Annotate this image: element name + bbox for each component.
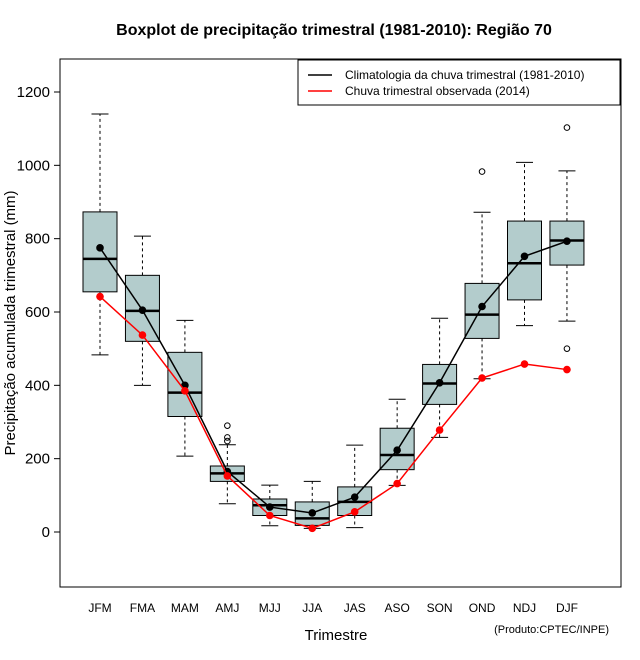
box-aso	[379, 398, 415, 486]
series-point-observed	[350, 508, 359, 516]
series-point-observed	[138, 331, 147, 339]
series-point-climatology	[138, 306, 147, 314]
series-point-observed	[520, 360, 529, 368]
outlier-point	[224, 434, 231, 441]
series-point-climatology	[96, 244, 104, 252]
x-tick-label: ASO	[384, 601, 409, 615]
x-axis-label: Trimestre	[305, 627, 368, 644]
series-line-climatology	[99, 240, 568, 514]
x-tick-label: SON	[427, 601, 453, 615]
y-axis-label: Precipitação acumulada trimestral (mm)	[2, 190, 19, 455]
y-tick-label: 600	[25, 304, 50, 321]
legend-label-observed: Chuva trimestral observada (2014)	[345, 84, 530, 98]
box-ndj	[507, 161, 542, 327]
box-son	[422, 317, 458, 438]
box-iqr	[82, 211, 118, 293]
boxplots	[82, 113, 585, 529]
x-tick-label: JFM	[88, 601, 111, 615]
y-tick-label: 400	[25, 377, 50, 394]
box-iqr	[507, 220, 542, 301]
box-jja	[294, 480, 330, 529]
series-point-climatology	[478, 302, 486, 311]
x-tick-label: FMA	[130, 601, 155, 615]
x-tick-label: AMJ	[215, 601, 239, 615]
x-tick-label: DJF	[556, 601, 578, 615]
series-point-observed	[266, 511, 274, 520]
x-tick-label: OND	[469, 601, 496, 615]
y-tick-label: 800	[25, 231, 50, 248]
series-point-climatology	[393, 446, 401, 455]
box-amj	[209, 422, 245, 505]
series-point-observed	[96, 292, 104, 301]
series-lines	[96, 237, 571, 533]
series-point-climatology	[350, 493, 359, 501]
x-tick-label: MAM	[171, 601, 199, 615]
series-point-observed	[393, 479, 401, 488]
box-ond	[464, 168, 500, 380]
x-axis: JFM FMA MAM AMJ MJJ JJA JAS ASO SON OND NDJ DJF	[88, 601, 578, 615]
outlier-point	[563, 124, 571, 131]
y-tick-label: 1000	[17, 157, 50, 174]
outlier-point	[224, 422, 231, 429]
series-point-observed	[308, 524, 317, 533]
outlier-point	[224, 437, 231, 445]
series-point-climatology	[520, 252, 529, 261]
y-tick-label: 0	[42, 524, 50, 541]
product-credit: (Produto:CPTEC/INPE)	[494, 624, 609, 636]
series-point-observed	[181, 387, 189, 395]
series-line-observed	[99, 296, 568, 530]
series-point-climatology	[308, 509, 317, 517]
plot-frame	[59, 58, 622, 588]
series-point-observed	[223, 472, 232, 480]
y-tick-label: 1200	[17, 84, 50, 101]
outlier-point	[478, 168, 486, 175]
box-mam	[167, 319, 203, 457]
series-point-climatology	[563, 237, 571, 246]
y-tick-label: 200	[25, 451, 50, 468]
series-point-climatology	[266, 503, 274, 511]
legend-label-climatology: Climatologia da chuva trimestral (1981-2…	[345, 68, 584, 82]
series-point-observed	[563, 365, 571, 374]
x-tick-label: JAS	[344, 601, 366, 615]
legend-box	[297, 59, 621, 106]
series-point-observed	[435, 426, 444, 434]
box-fma	[124, 235, 160, 386]
series-point-observed	[478, 374, 486, 382]
x-tick-label: MJJ	[259, 601, 281, 615]
legend: Climatologia da chuva trimestral (1981-2…	[297, 59, 621, 106]
chart-title: Boxplot de precipitação trimestral (1981…	[116, 22, 552, 39]
x-tick-label: NDJ	[513, 601, 536, 615]
series-point-climatology	[435, 378, 444, 387]
y-axis: 0 200 400 600 800 1000 1200	[17, 84, 60, 541]
outlier-point	[563, 345, 571, 352]
box-jfm	[82, 113, 118, 356]
x-tick-label: JJA	[302, 601, 322, 615]
